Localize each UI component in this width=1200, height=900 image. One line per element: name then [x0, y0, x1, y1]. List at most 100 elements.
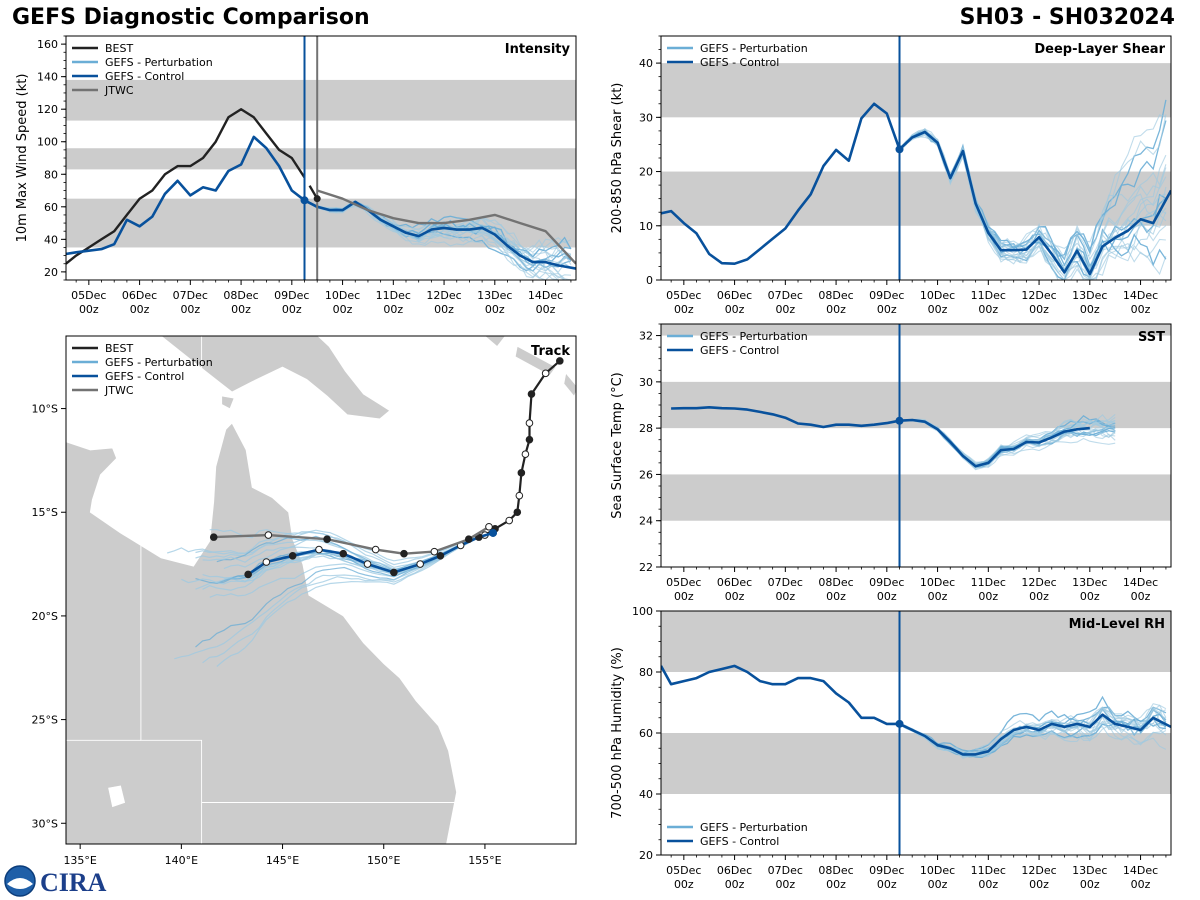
intensity-xtick-label: 09Dec — [274, 289, 309, 302]
intensity-plot-area — [66, 79, 576, 280]
shear-xtick-label: 11Dec — [971, 289, 1006, 302]
sst-xtick-label: 00z — [928, 590, 948, 603]
shear-gefs-control-line — [661, 102, 1171, 276]
shear-panel-title: Deep-Layer Shear — [1034, 42, 1165, 57]
sst-ytick-label: 22 — [639, 561, 653, 574]
sst-xtick-label: 00z — [1029, 590, 1049, 603]
intensity-xtick-label: 00z — [180, 303, 200, 316]
rh-xtick-label: 00z — [725, 878, 745, 891]
track-position-marker — [323, 535, 331, 544]
track-perturbation-line — [167, 531, 494, 566]
cira-logo-text: CIRA — [40, 868, 107, 897]
shear-xtick-label: 05Dec — [666, 289, 701, 302]
track-legend-label: GEFS - Perturbation — [105, 356, 213, 369]
intensity-ytick-label: 60 — [44, 201, 58, 214]
intensity-control-init-marker — [300, 196, 309, 205]
rh-xtick-label: 12Dec — [1021, 864, 1056, 877]
intensity-ytick-label: 40 — [44, 233, 58, 246]
rh-xtick-label: 00z — [1029, 878, 1049, 891]
intensity-xtick-label: 11Dec — [376, 289, 411, 302]
intensity-jtwc-line — [316, 189, 576, 265]
rh-xtick-label: 13Dec — [1072, 864, 1107, 877]
intensity-best-line — [66, 107, 306, 265]
shear-panel: 01020304005Dec00z06Dec00z07Dec00z08Dec00… — [610, 35, 1172, 316]
rh-xtick-label: 09Dec — [869, 864, 904, 877]
track-lat-label: 25°S — [32, 714, 58, 727]
track-position-marker — [416, 560, 424, 568]
track-position-marker — [264, 531, 273, 539]
sst-xtick-label: 14Dec — [1123, 576, 1158, 589]
sst-gefs-control-line — [671, 405, 1090, 468]
intensity-ylabel: 10m Max Wind Speed (kt) — [15, 74, 30, 243]
rh-perturbation-line — [899, 707, 1167, 757]
rh-ylabel: 700-500 hPa Humidity (%) — [610, 647, 625, 819]
track-lat-label: 15°S — [32, 506, 58, 519]
intensity-ytick-label: 20 — [44, 266, 58, 279]
track-position-marker — [525, 435, 534, 444]
shear-xtick-label: 06Dec — [717, 289, 752, 302]
shear-xtick-label: 13Dec — [1072, 289, 1107, 302]
island-landmass — [221, 395, 235, 410]
shear-xtick-label: 00z — [826, 303, 846, 316]
track-lon-label: 140°E — [165, 854, 198, 867]
intensity-xtick-label: 00z — [282, 303, 302, 316]
rh-xtick-label: 00z — [978, 878, 998, 891]
intensity-xtick-label: 00z — [130, 303, 150, 316]
rh-shaded-band — [661, 733, 1171, 794]
track-position-marker — [527, 390, 536, 398]
track-position-marker — [556, 357, 564, 365]
sst-control-init-marker — [895, 416, 904, 425]
intensity-xtick-label: 00z — [383, 303, 403, 316]
shear-ytick-label: 30 — [639, 111, 653, 124]
rh-xtick-label: 07Dec — [768, 864, 803, 877]
noaa-cira-logo: CIRA — [4, 865, 107, 897]
sst-ytick-label: 26 — [639, 468, 653, 481]
rh-legend-label: GEFS - Control — [700, 835, 779, 848]
sst-xtick-label: 07Dec — [768, 576, 803, 589]
track-lon-label: 135°E — [63, 854, 96, 867]
rh-xtick-label: 11Dec — [971, 864, 1006, 877]
shear-xtick-label: 00z — [1131, 303, 1151, 316]
intensity-xtick-label: 00z — [333, 303, 353, 316]
intensity-legend-label: GEFS - Perturbation — [105, 56, 213, 69]
shear-xtick-label: 10Dec — [920, 289, 955, 302]
shear-xtick-label: 00z — [928, 303, 948, 316]
intensity-xtick-label: 00z — [434, 303, 454, 316]
rh-xtick-label: 00z — [1131, 878, 1151, 891]
rh-shaded-band — [661, 611, 1171, 672]
sst-frame — [660, 323, 1172, 568]
sst-ytick-label: 24 — [639, 515, 653, 528]
intensity-xtick-label: 13Dec — [477, 289, 512, 302]
rh-panel: 2040608010005Dec00z06Dec00z07Dec00z08Dec… — [610, 605, 1172, 891]
track-legend-label: JTWC — [104, 384, 134, 397]
track-position-marker — [485, 522, 493, 531]
track-position-marker — [521, 450, 530, 458]
rh-xtick-label: 08Dec — [818, 864, 853, 877]
island-landmass — [514, 345, 557, 376]
track-legend-label: BEST — [105, 342, 133, 355]
sst-legend-label: GEFS - Perturbation — [700, 330, 808, 343]
track-position-marker — [515, 491, 524, 500]
shear-shaded-band — [661, 171, 1171, 226]
sst-xtick-label: 00z — [978, 590, 998, 603]
intensity-xtick-label: 12Dec — [426, 289, 461, 302]
track-perturbation-line — [202, 532, 494, 664]
sst-xtick-label: 00z — [877, 590, 897, 603]
intensity-ytick-label: 80 — [44, 168, 58, 181]
intensity-xtick-label: 00z — [485, 303, 505, 316]
intensity-ytick-label: 120 — [37, 103, 58, 116]
shear-xtick-label: 00z — [1029, 303, 1049, 316]
shear-ytick-label: 10 — [639, 220, 653, 233]
rh-xtick-label: 00z — [775, 878, 795, 891]
shear-xtick-label: 00z — [978, 303, 998, 316]
shear-ylabel: 200-850 hPa Shear (kt) — [610, 83, 625, 234]
track-lat-label: 10°S — [32, 403, 58, 416]
sst-ytick-label: 30 — [639, 376, 653, 389]
rh-xtick-label: 00z — [928, 878, 948, 891]
intensity-ytick-label: 160 — [37, 38, 58, 51]
intensity-xtick-label: 00z — [536, 303, 556, 316]
shear-xtick-label: 00z — [1080, 303, 1100, 316]
track-position-marker — [464, 535, 473, 544]
sst-panel-title: SST — [1138, 330, 1165, 345]
australia-landmass — [66, 422, 458, 844]
